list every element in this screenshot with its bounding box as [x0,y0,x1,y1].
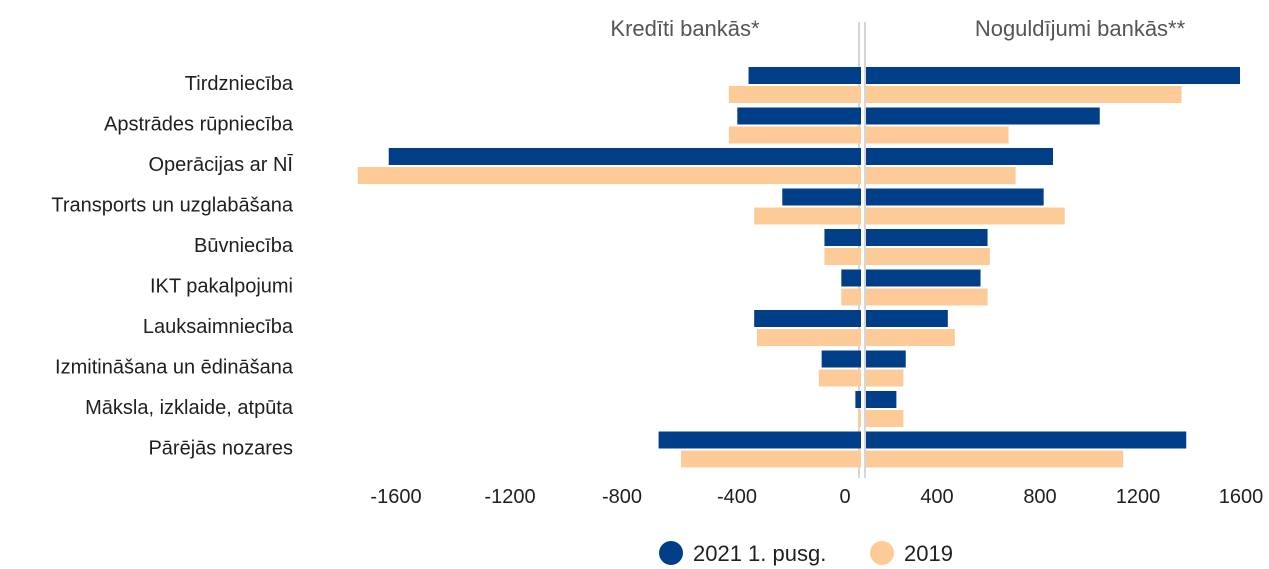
bar-deposits-2021-buvnieciba [866,229,988,246]
bar-loans-2019-tirdznieciba [729,86,861,103]
bar-deposits-2021-apstrades-rupnieciba [866,108,1100,125]
bar-deposits-2019-tirdznieciba [866,86,1182,103]
category-label-operacijas-ar-ni: Operācijas ar NĪ [149,153,294,176]
bar-deposits-2021-lauksaimnieciba [866,310,948,327]
x-tick-label: -400 [717,486,757,508]
legend-marker-2021 [659,541,683,565]
bar-loans-2021-buvnieciba [824,229,861,246]
category-label-maksla-izklaide-atputa: Māksla, izklaide, atpūta [85,397,294,419]
bar-loans-2019-parejas-nozares [681,451,861,468]
x-tick-label: 400 [920,486,953,508]
bar-loans-2021-izmitinasana-un-edinasana [822,351,861,368]
legend: 2021 1. pusg. 2019 [659,541,953,566]
panel-title-loans: Kredīti bankās* [610,16,760,41]
x-tick-label: -1200 [484,486,535,508]
bar-deposits-2019-maksla-izklaide-atputa [866,410,903,427]
category-label-tirdznieciba: Tirdzniecība [185,73,294,95]
bar-loans-2019-ikt-pakalpojumi [841,289,861,306]
bar-deposits-2019-apstrades-rupnieciba [866,127,1009,144]
bar-deposits-2019-transports-un-uzglabasana [866,208,1065,225]
category-label-parejas-nozares: Pārējās nozares [148,438,293,460]
bar-loans-2019-maksla-izklaide-atputa [858,410,861,427]
bar-loans-2019-operacijas-ar-ni [358,167,861,184]
bar-loans-2021-maksla-izklaide-atputa [855,391,861,408]
bar-deposits-2019-parejas-nozares [866,451,1123,468]
bar-loans-2021-lauksaimnieciba [754,310,861,327]
bar-loans-2021-transports-un-uzglabasana [782,189,861,206]
bars-group [358,67,1240,468]
bar-deposits-2019-izmitinasana-un-edinasana [866,370,903,387]
bar-loans-2019-transports-un-uzglabasana [754,208,861,225]
x-axis-ticks: -1600 -1200 -800 -400 0 400 800 1200 1600 [370,486,1263,508]
bar-loans-2021-tirdznieciba [749,67,861,84]
bar-deposits-2019-buvnieciba [866,248,990,265]
bar-deposits-2021-parejas-nozares [866,432,1186,449]
bar-deposits-2019-ikt-pakalpojumi [866,289,988,306]
bar-deposits-2021-maksla-izklaide-atputa [866,391,896,408]
x-tick-label: -800 [602,486,642,508]
category-label-izmitinasana-un-edinasana: Izmitināšana un ēdināšana [55,357,294,379]
bar-deposits-2021-operacijas-ar-ni [866,148,1053,165]
bar-deposits-2021-tirdznieciba [866,67,1240,84]
bar-deposits-2021-transports-un-uzglabasana [866,189,1044,206]
bar-loans-2021-apstrades-rupnieciba [737,108,861,125]
bar-deposits-2021-ikt-pakalpojumi [866,270,981,287]
category-labels: Tirdzniecība Apstrādes rūpniecība Operācij… [51,73,294,460]
panel-title-deposits: Noguldījumi bankās** [975,16,1186,41]
bar-loans-2021-parejas-nozares [659,432,861,449]
category-label-buvnieciba: Būvniecība [194,235,294,257]
bar-deposits-2019-operacijas-ar-ni [866,167,1016,184]
bar-loans-2019-izmitinasana-un-edinasana [819,370,861,387]
legend-label-2019: 2019 [904,541,953,566]
legend-marker-2019 [870,541,894,565]
bar-deposits-2021-izmitinasana-un-edinasana [866,351,906,368]
x-tick-label: 0 [839,486,850,508]
bar-loans-2021-ikt-pakalpojumi [841,270,861,287]
category-label-transports-un-uzglabasana: Transports un uzglabāšana [51,195,294,217]
x-tick-label: 1600 [1219,486,1264,508]
x-tick-label: 1200 [1116,486,1161,508]
bar-loans-2019-buvnieciba [824,248,861,265]
x-tick-label: -1600 [370,486,421,508]
bar-deposits-2019-lauksaimnieciba [866,329,955,346]
bar-loans-2019-apstrades-rupnieciba [729,127,861,144]
category-label-apstrades-rupnieciba: Apstrādes rūpniecība [104,114,294,136]
category-label-ikt-pakalpojumi: IKT pakalpojumi [150,276,293,298]
x-tick-label: 800 [1023,486,1056,508]
bar-loans-2021-operacijas-ar-ni [389,148,861,165]
category-label-lauksaimnieciba: Lauksaimniecība [143,316,294,338]
legend-label-2021: 2021 1. pusg. [693,541,826,566]
bar-loans-2019-lauksaimnieciba [757,329,861,346]
